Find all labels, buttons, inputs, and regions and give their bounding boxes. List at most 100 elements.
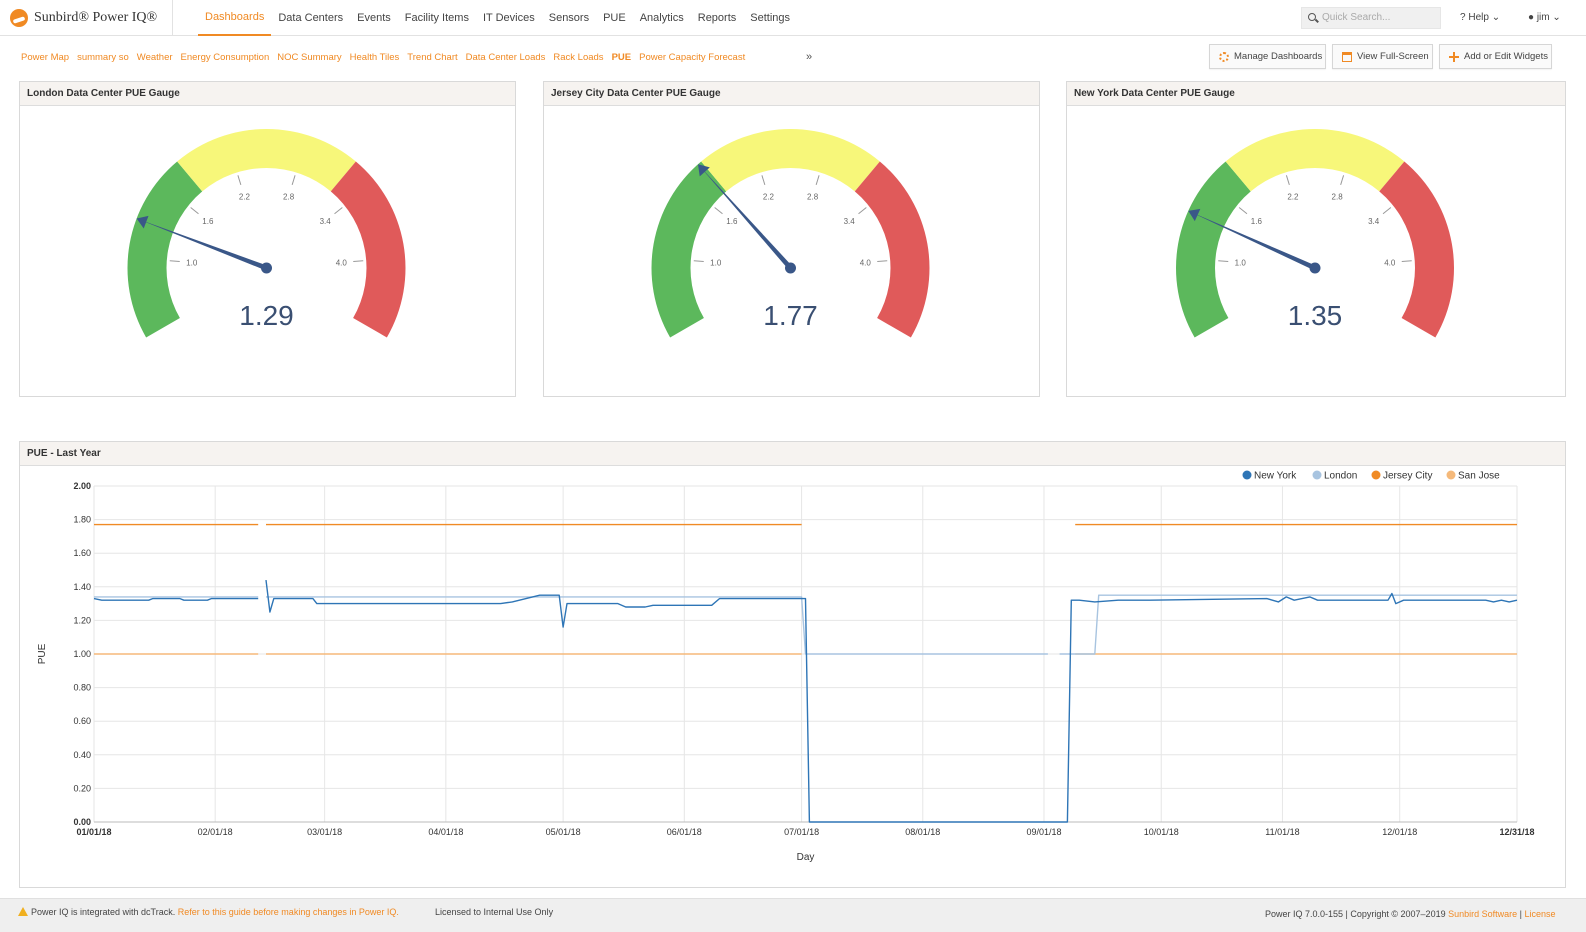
gauge-red-band <box>854 161 930 338</box>
x-tick-label: 11/01/18 <box>1265 827 1299 837</box>
gauge-needle-pivot <box>261 262 272 274</box>
y-tick-label: 0.80 <box>73 683 91 693</box>
y-tick-label: 0.00 <box>73 817 91 827</box>
widget-title[interactable]: Jersey City Data Center PUE Gauge <box>544 82 1039 106</box>
gauge-needle <box>136 218 268 271</box>
gauge-needle-pivot <box>785 262 796 274</box>
gauge-tick <box>858 207 867 215</box>
y-tick-label: 1.00 <box>73 649 91 659</box>
legend-item-san-jose[interactable]: San Jose <box>1446 470 1501 482</box>
gauge-yellow-band <box>177 129 356 192</box>
y-tick-label: 1.80 <box>73 515 91 525</box>
legend-item-jersey-city[interactable]: Jersey City <box>1371 470 1433 482</box>
widget-title[interactable]: London Data Center PUE Gauge <box>20 82 515 106</box>
gauge-tick-label: 1.6 <box>202 217 214 226</box>
integration-text: Power IQ is integrated with dcTrack. <box>31 907 176 917</box>
tab-health-tiles[interactable]: Health Tiles <box>349 52 400 63</box>
x-axis-title: Day <box>797 852 815 863</box>
nav-pue[interactable]: PUE <box>603 12 626 24</box>
tab-trend-chart[interactable]: Trend Chart <box>407 52 458 63</box>
license-link[interactable]: License <box>1524 909 1556 919</box>
more-tabs-button[interactable]: » <box>806 51 813 63</box>
widget-title[interactable]: New York Data Center PUE Gauge <box>1067 82 1565 106</box>
gauge-tick-label: 2.2 <box>1287 192 1299 201</box>
nav-reports[interactable]: Reports <box>697 12 737 24</box>
gauge-tick <box>1238 207 1248 215</box>
copyright: Power IQ 7.0.0-155 | Copyright © 2007–20… <box>1265 909 1556 919</box>
nav-facility-items[interactable]: Facility Items <box>404 12 469 24</box>
gauge-red-band <box>330 161 406 338</box>
sunbird-logo[interactable]: Sunbird® Power IQ® <box>10 8 157 28</box>
nav-settings[interactable]: Settings <box>750 12 791 24</box>
gauge-tick-label: 2.8 <box>283 192 295 201</box>
gauge-tick-label: 1.6 <box>1251 217 1263 226</box>
series-line-london <box>1059 594 1517 655</box>
tab-weather[interactable]: Weather <box>136 52 173 63</box>
nav-data-centers[interactable]: Data Centers <box>278 12 344 24</box>
y-tick-label: 1.60 <box>73 548 91 558</box>
nav-analytics[interactable]: Analytics <box>639 12 684 24</box>
tab-energy-consumption[interactable]: Energy Consumption <box>180 52 270 63</box>
gauge-tick <box>1218 260 1229 262</box>
screen-icon <box>1342 52 1352 62</box>
user-menu[interactable]: ● jim ⌄ <box>1528 12 1561 23</box>
series-line-new-york <box>265 580 1518 823</box>
series-line-new-york <box>93 597 259 601</box>
tab-data-center-loads[interactable]: Data Center Loads <box>465 52 546 63</box>
jersey-city-pue-gauge: 1.0 1.6 2.2 2.8 3.4 4.0 1.77 <box>651 129 930 338</box>
view-full-screen-button[interactable]: View Full-Screen <box>1332 44 1433 69</box>
gauge-tick <box>190 207 199 215</box>
x-tick-label: 12/01/18 <box>1382 827 1417 837</box>
x-tick-label: 08/01/18 <box>905 827 940 837</box>
search-icon <box>1308 13 1316 21</box>
gauge-tick <box>291 175 296 186</box>
footer-separator: | <box>1519 909 1523 919</box>
main-nav: Dashboards Data Centers Events Facility Ite… <box>198 0 797 36</box>
dashboard-tabs: Power Map summary so Weather Energy Consump… <box>21 52 753 63</box>
gauge-tick-label: 3.4 <box>844 217 856 226</box>
nav-sensors[interactable]: Sensors <box>548 12 590 24</box>
gauge-needle <box>1188 210 1317 271</box>
legend-swatch <box>1312 470 1322 480</box>
legend-swatch <box>1371 470 1381 480</box>
x-tick-label: 04/01/18 <box>428 827 463 837</box>
view-full-screen-label: View Full-Screen <box>1357 51 1429 62</box>
y-tick-label: 0.60 <box>73 716 91 726</box>
tab-rack-loads[interactable]: Rack Loads <box>553 52 604 63</box>
gauge-needle-tip <box>698 164 710 177</box>
tab-summary-so[interactable]: summary so <box>77 52 129 63</box>
gauge-tick <box>761 175 766 186</box>
gauge-tick-label: 4.0 <box>336 258 348 267</box>
legend-label: Jersey City <box>1383 471 1432 482</box>
gauge-yellow-band <box>1225 129 1405 192</box>
quick-search-input[interactable]: Quick Search... <box>1301 7 1441 29</box>
gauge-tick-label: 4.0 <box>1384 258 1396 267</box>
legend-item-new-york[interactable]: New York <box>1242 470 1298 482</box>
sunbird-software-link[interactable]: Sunbird Software <box>1448 909 1518 919</box>
add-edit-widgets-button[interactable]: Add or Edit Widgets <box>1439 44 1552 69</box>
license-text: Licensed to Internal Use Only <box>435 907 554 917</box>
help-menu[interactable]: ? Help ⌄ <box>1460 12 1500 23</box>
x-tick-label: 05/01/18 <box>546 827 581 837</box>
gauge-tick <box>815 175 820 186</box>
nav-events[interactable]: Events <box>357 12 391 24</box>
legend-swatch <box>1446 470 1456 480</box>
tab-pue[interactable]: PUE <box>611 52 632 63</box>
tab-power-capacity-forecast[interactable]: Power Capacity Forecast <box>639 52 746 63</box>
legend-item-london[interactable]: London <box>1312 470 1358 482</box>
gauge-tick-label: 2.8 <box>807 192 819 201</box>
x-tick-label: 12/31/18 <box>1499 827 1534 837</box>
x-tick-label: 02/01/18 <box>198 827 233 837</box>
guide-link[interactable]: Refer to this guide before making change… <box>177 907 399 917</box>
manage-dashboards-button[interactable]: Manage Dashboards <box>1209 44 1326 69</box>
jersey-city-pue-gauge-widget: Jersey City Data Center PUE Gauge 1.0 1.6… <box>543 81 1040 397</box>
tab-power-map[interactable]: Power Map <box>21 52 70 63</box>
nav-it-devices[interactable]: IT Devices <box>482 12 535 24</box>
nav-dashboards[interactable]: Dashboards <box>198 0 272 36</box>
tab-noc-summary[interactable]: NOC Summary <box>277 52 342 63</box>
gauge-tick <box>353 260 364 262</box>
x-tick-label: 10/01/18 <box>1144 827 1179 837</box>
widget-title[interactable]: PUE - Last Year <box>20 442 1565 466</box>
gauge-tick <box>714 207 723 215</box>
new-york-pue-gauge: 1.0 1.6 2.2 2.8 3.4 4.0 1.35 <box>1176 129 1454 338</box>
